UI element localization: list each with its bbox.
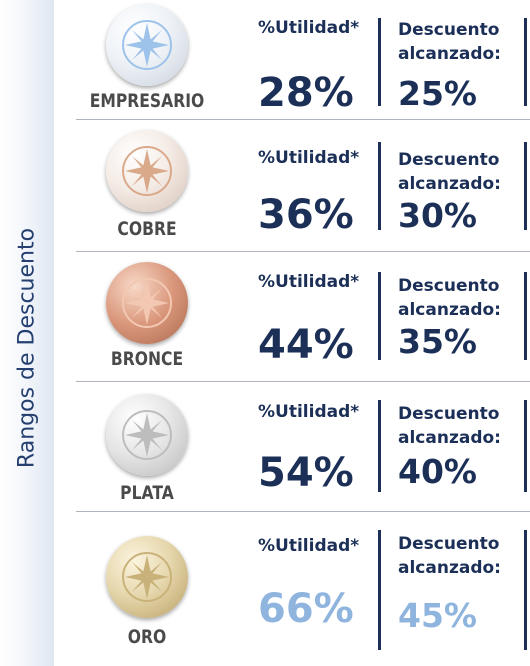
column-divider xyxy=(524,400,527,492)
column-divider xyxy=(524,272,527,360)
utility-label: %Utilidad* xyxy=(258,18,360,38)
discount-value: 25% xyxy=(398,74,477,113)
utility-label: %Utilidad* xyxy=(258,272,360,292)
discount-value: 45% xyxy=(398,596,477,635)
column-divider xyxy=(378,142,381,230)
sidebar-title: Rangos de Descuento xyxy=(14,227,40,469)
utility-label: %Utilidad* xyxy=(258,536,360,556)
tier-row-plata: PLATA %Utilidad* 54% Descuento alcanzado… xyxy=(76,382,530,510)
utility-value: 36% xyxy=(258,192,354,238)
row-divider xyxy=(76,119,530,120)
tier-row-cobre: COBRE %Utilidad* 36% Descuento alcanzado… xyxy=(76,120,530,250)
utility-value: 44% xyxy=(258,322,354,368)
tier-name: EMPRESARIO xyxy=(89,90,205,112)
tier-row-bronce: BRONCE %Utilidad* 44% Descuento alcanzad… xyxy=(76,252,530,380)
utility-value: 54% xyxy=(258,450,354,496)
discount-label: Descuento alcanzado: xyxy=(398,150,501,194)
column-divider xyxy=(378,530,381,650)
row-divider xyxy=(76,511,530,512)
utility-value: 66% xyxy=(258,586,354,632)
discount-label: Descuento alcanzado: xyxy=(398,276,501,320)
row-divider xyxy=(76,381,530,382)
discount-label: Descuento alcanzado: xyxy=(398,20,501,64)
medal-oro-icon xyxy=(106,536,188,618)
utility-label: %Utilidad* xyxy=(258,402,360,422)
tier-name: BRONCE xyxy=(110,348,184,370)
tier-row-empresario: EMPRESARIO %Utilidad* 28% Descuento alca… xyxy=(76,0,530,118)
tier-row-oro: ORO %Utilidad* 66% Descuento alcanzado: … xyxy=(76,512,530,666)
column-divider xyxy=(524,530,527,650)
tier-name: ORO xyxy=(127,626,167,648)
column-divider xyxy=(378,400,381,492)
row-divider xyxy=(76,251,530,252)
tier-name: PLATA xyxy=(120,482,174,504)
discount-label: Descuento alcanzado: xyxy=(398,534,501,578)
column-divider xyxy=(524,18,527,106)
sidebar: Rangos de Descuento xyxy=(0,0,54,666)
discount-label: Descuento alcanzado: xyxy=(398,404,501,448)
medal-plata-icon xyxy=(106,394,188,476)
medal-empresario-icon xyxy=(106,4,188,86)
column-divider xyxy=(378,272,381,360)
column-divider xyxy=(378,18,381,106)
discount-value: 40% xyxy=(398,452,477,491)
medal-bronce-icon xyxy=(106,262,188,344)
utility-value: 28% xyxy=(258,70,354,116)
column-divider xyxy=(524,142,527,230)
tier-name: COBRE xyxy=(117,218,177,240)
discount-value: 30% xyxy=(398,196,477,235)
discount-value: 35% xyxy=(398,322,477,361)
utility-label: %Utilidad* xyxy=(258,148,360,168)
medal-cobre-icon xyxy=(106,130,188,212)
